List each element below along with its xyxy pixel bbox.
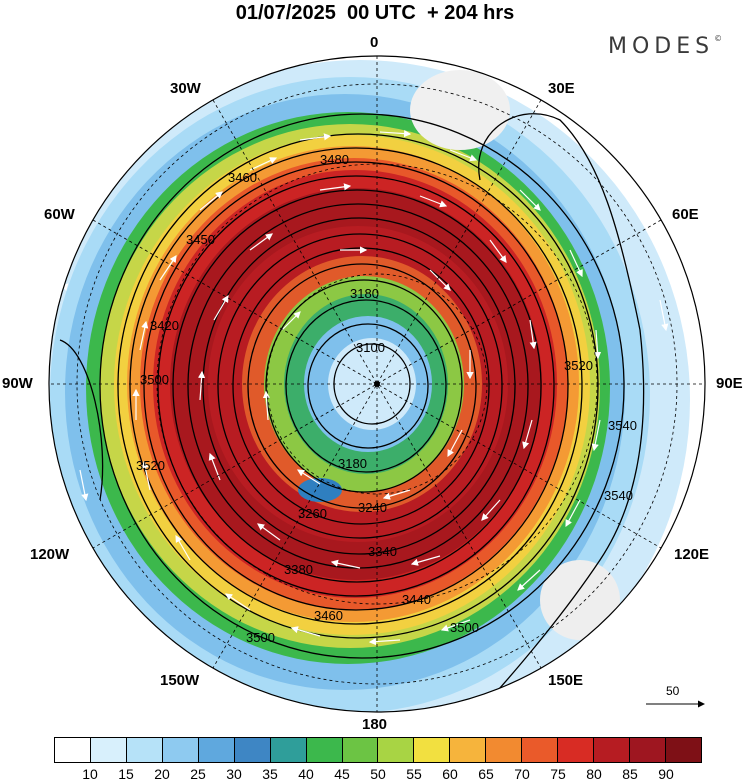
colorbar-tick-label: 90 <box>658 766 674 782</box>
brand-mark: © <box>714 34 723 43</box>
reference-vector: 50 <box>646 684 716 714</box>
brand-logo: MODES© <box>608 34 722 59</box>
lon-label-120w: 120W <box>30 546 70 563</box>
colorbar-swatch <box>270 738 307 762</box>
lon-label-150e: 150E <box>548 672 584 689</box>
lon-label-30e: 30E <box>548 80 575 97</box>
contour-label: 3540 <box>608 418 637 433</box>
colorbar-swatch <box>234 738 271 762</box>
map-border <box>48 55 706 713</box>
height-contours <box>59 113 645 712</box>
contour-label: 3450 <box>186 232 215 247</box>
colorbar-swatch <box>90 738 127 762</box>
colorbar-labels: 10 15 20 25 30 35 40 45 50 55 60 65 70 75 80 85 90 <box>54 766 702 782</box>
colorbar-swatch <box>162 738 199 762</box>
contour-label: 3180 <box>350 286 379 301</box>
colorbar-tick-label: 70 <box>514 766 530 782</box>
contour-labels: 3100 3180 3180 3260 3240 3340 3380 3440 … <box>136 152 637 645</box>
contour-label: 3480 <box>320 152 349 167</box>
colorbar-tick-label: 75 <box>550 766 566 782</box>
lon-label-120e: 120E <box>674 546 710 563</box>
colorbar-tick-label: 80 <box>586 766 602 782</box>
contour-label: 3380 <box>284 562 313 577</box>
colorbar-swatch <box>378 738 415 762</box>
contour-label: 3460 <box>228 170 257 185</box>
colorbar-tick-label: 30 <box>226 766 242 782</box>
contour-label: 3240 <box>358 500 387 515</box>
contour-label: 3340 <box>368 544 397 559</box>
colorbar-swatch <box>594 738 630 762</box>
lon-label-150w: 150W <box>160 672 200 689</box>
contour-label: 3540 <box>604 488 633 503</box>
contour-label: 3180 <box>338 456 367 471</box>
contour-label: 3500 <box>246 630 275 645</box>
reference-vector-label: 50 <box>666 684 680 698</box>
colorbar-tick-label: 15 <box>118 766 134 782</box>
colorbar-swatch <box>198 738 235 762</box>
colorbar-tick-label: 20 <box>154 766 170 782</box>
colorbar-tick-label: 50 <box>370 766 386 782</box>
contour-label: 3520 <box>136 458 165 473</box>
brand-text: MODES <box>608 34 715 59</box>
contour-label: 3500 <box>450 620 479 635</box>
colorbar-tick-label: 35 <box>262 766 278 782</box>
colorbar-swatch <box>306 738 343 762</box>
colorbar-swatch <box>450 738 487 762</box>
contour-label: 3500 <box>140 372 169 387</box>
lon-label-0: 0 <box>370 34 379 51</box>
colorbar-tick-label: 55 <box>406 766 422 782</box>
colorbar-swatch <box>522 738 559 762</box>
colorbar-swatch <box>55 738 91 762</box>
colorbar <box>54 737 702 763</box>
map-disc <box>49 56 705 712</box>
colorbar-swatch <box>414 738 451 762</box>
pole-marker <box>374 381 380 387</box>
colorbar-swatch <box>126 738 163 762</box>
colorbar-tick-label: 40 <box>298 766 314 782</box>
colorbar-swatch <box>630 738 666 762</box>
lon-label-30w: 30W <box>170 80 201 97</box>
colorbar-tick-label: 85 <box>622 766 638 782</box>
colorbar-swatch <box>342 738 379 762</box>
contour-label: 3420 <box>150 318 179 333</box>
lon-label-180: 180 <box>362 716 388 733</box>
lon-label-60w: 60W <box>44 206 75 223</box>
colorbar-tick-label: 10 <box>82 766 98 782</box>
colorbar-tick-label: 25 <box>190 766 206 782</box>
lon-label-90w: 90W <box>2 375 33 392</box>
colorbar-swatch <box>665 738 701 762</box>
contour-label: 3520 <box>564 358 593 373</box>
lat-lon-grid <box>49 56 705 712</box>
lon-label-60e: 60E <box>672 206 699 223</box>
colorbar-swatch <box>486 738 523 762</box>
colorbar-swatch <box>558 738 595 762</box>
wind-vectors <box>59 130 669 646</box>
colorbar-tick-label: 60 <box>442 766 458 782</box>
chart-title: 01/07/2025 00 UTC + 204 hrs <box>235 2 515 24</box>
contour-label: 3440 <box>402 592 431 607</box>
lon-label-90e: 90E <box>716 375 743 392</box>
contour-label: 3100 <box>356 340 385 355</box>
contour-label: 3460 <box>314 608 343 623</box>
contour-label: 3260 <box>298 506 327 521</box>
colorbar-tick-label: 65 <box>478 766 494 782</box>
colorbar-tick-label: 45 <box>334 766 350 782</box>
